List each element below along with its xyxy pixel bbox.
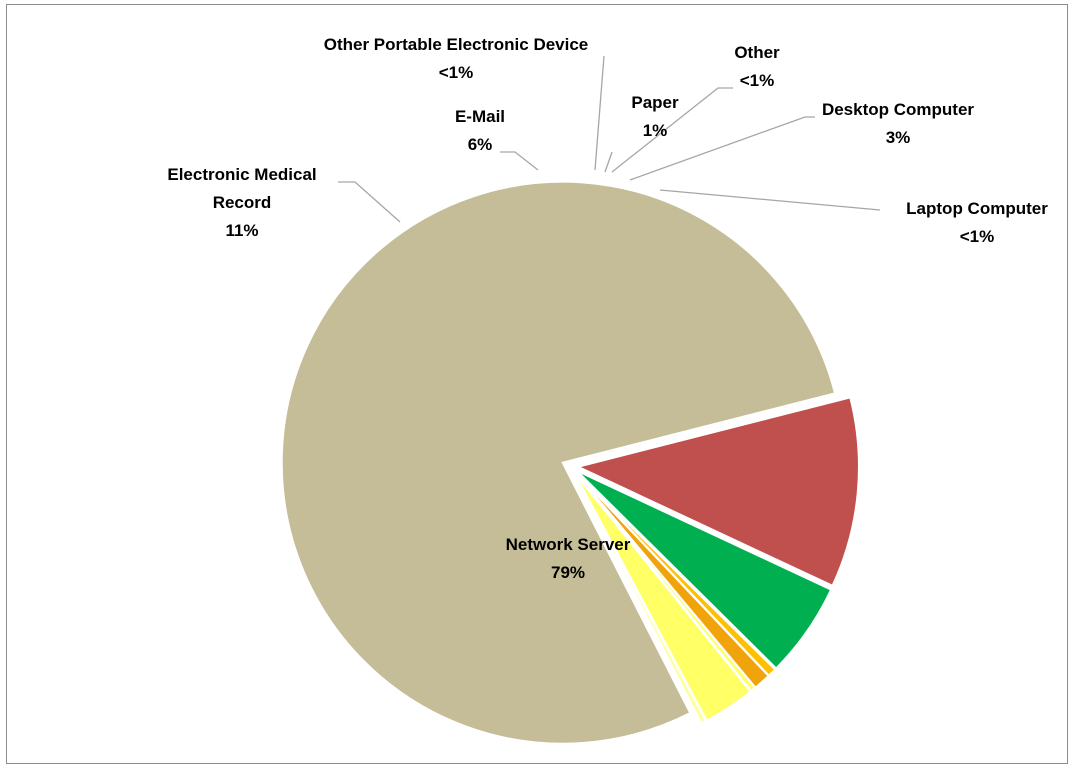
leader-lines [338, 55, 881, 223]
leader-line-other [611, 87, 733, 173]
pie-slices [280, 180, 860, 745]
data-label-other-portable-electronic-device: Other Portable Electronic Device <1% [324, 35, 589, 82]
data-label-network-server: Network Server 79% [506, 535, 631, 582]
slice-laptop-computer [572, 472, 708, 725]
data-label-e-mail: E-Mail 6% [455, 107, 505, 154]
slice-labels: Network Server 79% Electronic Medical Recor… [167, 35, 1048, 582]
slice-electronic-medical-record [575, 396, 860, 588]
data-label-other: Other <1% [734, 43, 780, 90]
leader-line-other-portable-electronic-device [594, 55, 605, 171]
data-label-paper: Paper 1% [631, 93, 679, 140]
slice-e-mail [575, 469, 833, 670]
leader-line-laptop-computer [659, 189, 881, 211]
data-label-laptop-computer: Laptop Computer <1% [906, 199, 1048, 246]
leader-line-e-mail [500, 151, 539, 171]
leader-line-paper [604, 151, 613, 173]
leader-line-electronic-medical-record [338, 181, 401, 223]
slice-network-server [280, 180, 837, 745]
data-label-electronic-medical-record: Electronic Medical Record 11% [167, 165, 316, 240]
data-label-desktop-computer: Desktop Computer 3% [822, 100, 974, 147]
leader-line-desktop-computer [629, 116, 815, 181]
